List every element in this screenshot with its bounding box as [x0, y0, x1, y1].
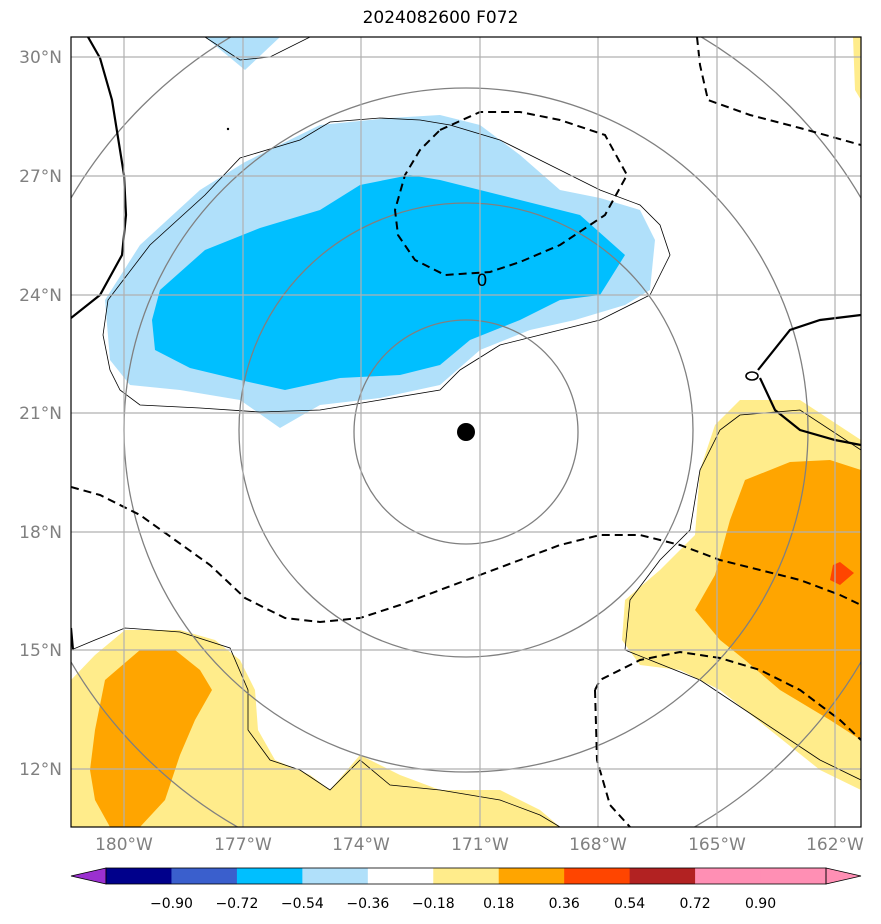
colorbar-tick-label: −0.18 [412, 896, 455, 912]
colorbar-cell [171, 868, 238, 884]
colorbar-cell [367, 868, 434, 884]
lat-label: 27°N [19, 167, 62, 187]
colorbar-tick-label: −0.72 [215, 896, 258, 912]
lon-label: 177°W [214, 835, 272, 855]
lon-label: 162°W [806, 835, 864, 855]
lat-label: 24°N [19, 286, 62, 306]
colorbar-cell [236, 868, 303, 884]
longitude-labels: 180°W 177°W 174°W 171°W 168°W 165°W 162°… [95, 835, 864, 855]
colorbar-cell [695, 868, 762, 884]
positive-anomaly-northeast [853, 37, 861, 100]
zero-contour-dashed [71, 37, 861, 827]
colorbar-cell [302, 868, 369, 884]
colorbar-cell [564, 868, 631, 884]
lat-label: 12°N [19, 760, 62, 780]
map-frame [70, 36, 862, 828]
lon-label: 180°W [95, 835, 153, 855]
lon-label: 174°W [332, 835, 390, 855]
lat-label: 21°N [19, 404, 62, 424]
positive-anomaly-red [830, 562, 854, 585]
colorbar-extend-high [825, 867, 862, 885]
colorbar-tick-label: 0.18 [483, 896, 514, 912]
lat-label: 18°N [19, 523, 62, 543]
map-title: 2024082600 F072 [362, 8, 519, 28]
latitude-labels: 30°N 27°N 24°N 21°N 18°N 15°N 12°N [19, 48, 62, 780]
map-plot-area: 0 [71, 37, 861, 827]
colorbar: −0.90 −0.72 −0.54 −0.36 −0.18 0.18 0.36 0.54 0.7… [70, 867, 862, 912]
colorbar-cell [760, 868, 827, 884]
lon-label: 165°W [688, 835, 746, 855]
colorbar-cell [498, 868, 565, 884]
colorbar-cell [106, 868, 172, 884]
contour-label: 0 [477, 271, 488, 291]
colorbar-tick-label: 0.36 [549, 896, 580, 912]
colorbar-tick-label: −0.36 [346, 896, 389, 912]
negative-anomaly-medium [152, 175, 625, 390]
colorbar-tick-label: −0.90 [150, 896, 193, 912]
colorbar-tick-label: 0.54 [614, 896, 645, 912]
storm-center-marker [457, 423, 475, 441]
lon-label: 171°W [451, 835, 509, 855]
colorbar-tick-label: −0.54 [281, 896, 324, 912]
colorbar-cell [433, 868, 500, 884]
colorbar-tick-label: 0.72 [680, 896, 711, 912]
zero-contour-solid [71, 37, 861, 651]
colorbar-cell [629, 868, 696, 884]
colorbar-tick-label: 0.90 [745, 896, 776, 912]
positive-anomaly-orange-southwest [90, 650, 212, 827]
colorbar-extend-low [70, 867, 107, 885]
positive-anomaly-orange-east [695, 460, 861, 740]
lat-label: 30°N [19, 48, 62, 68]
gridlines [71, 37, 861, 827]
lat-label: 15°N [19, 641, 62, 661]
lon-label: 168°W [569, 835, 627, 855]
